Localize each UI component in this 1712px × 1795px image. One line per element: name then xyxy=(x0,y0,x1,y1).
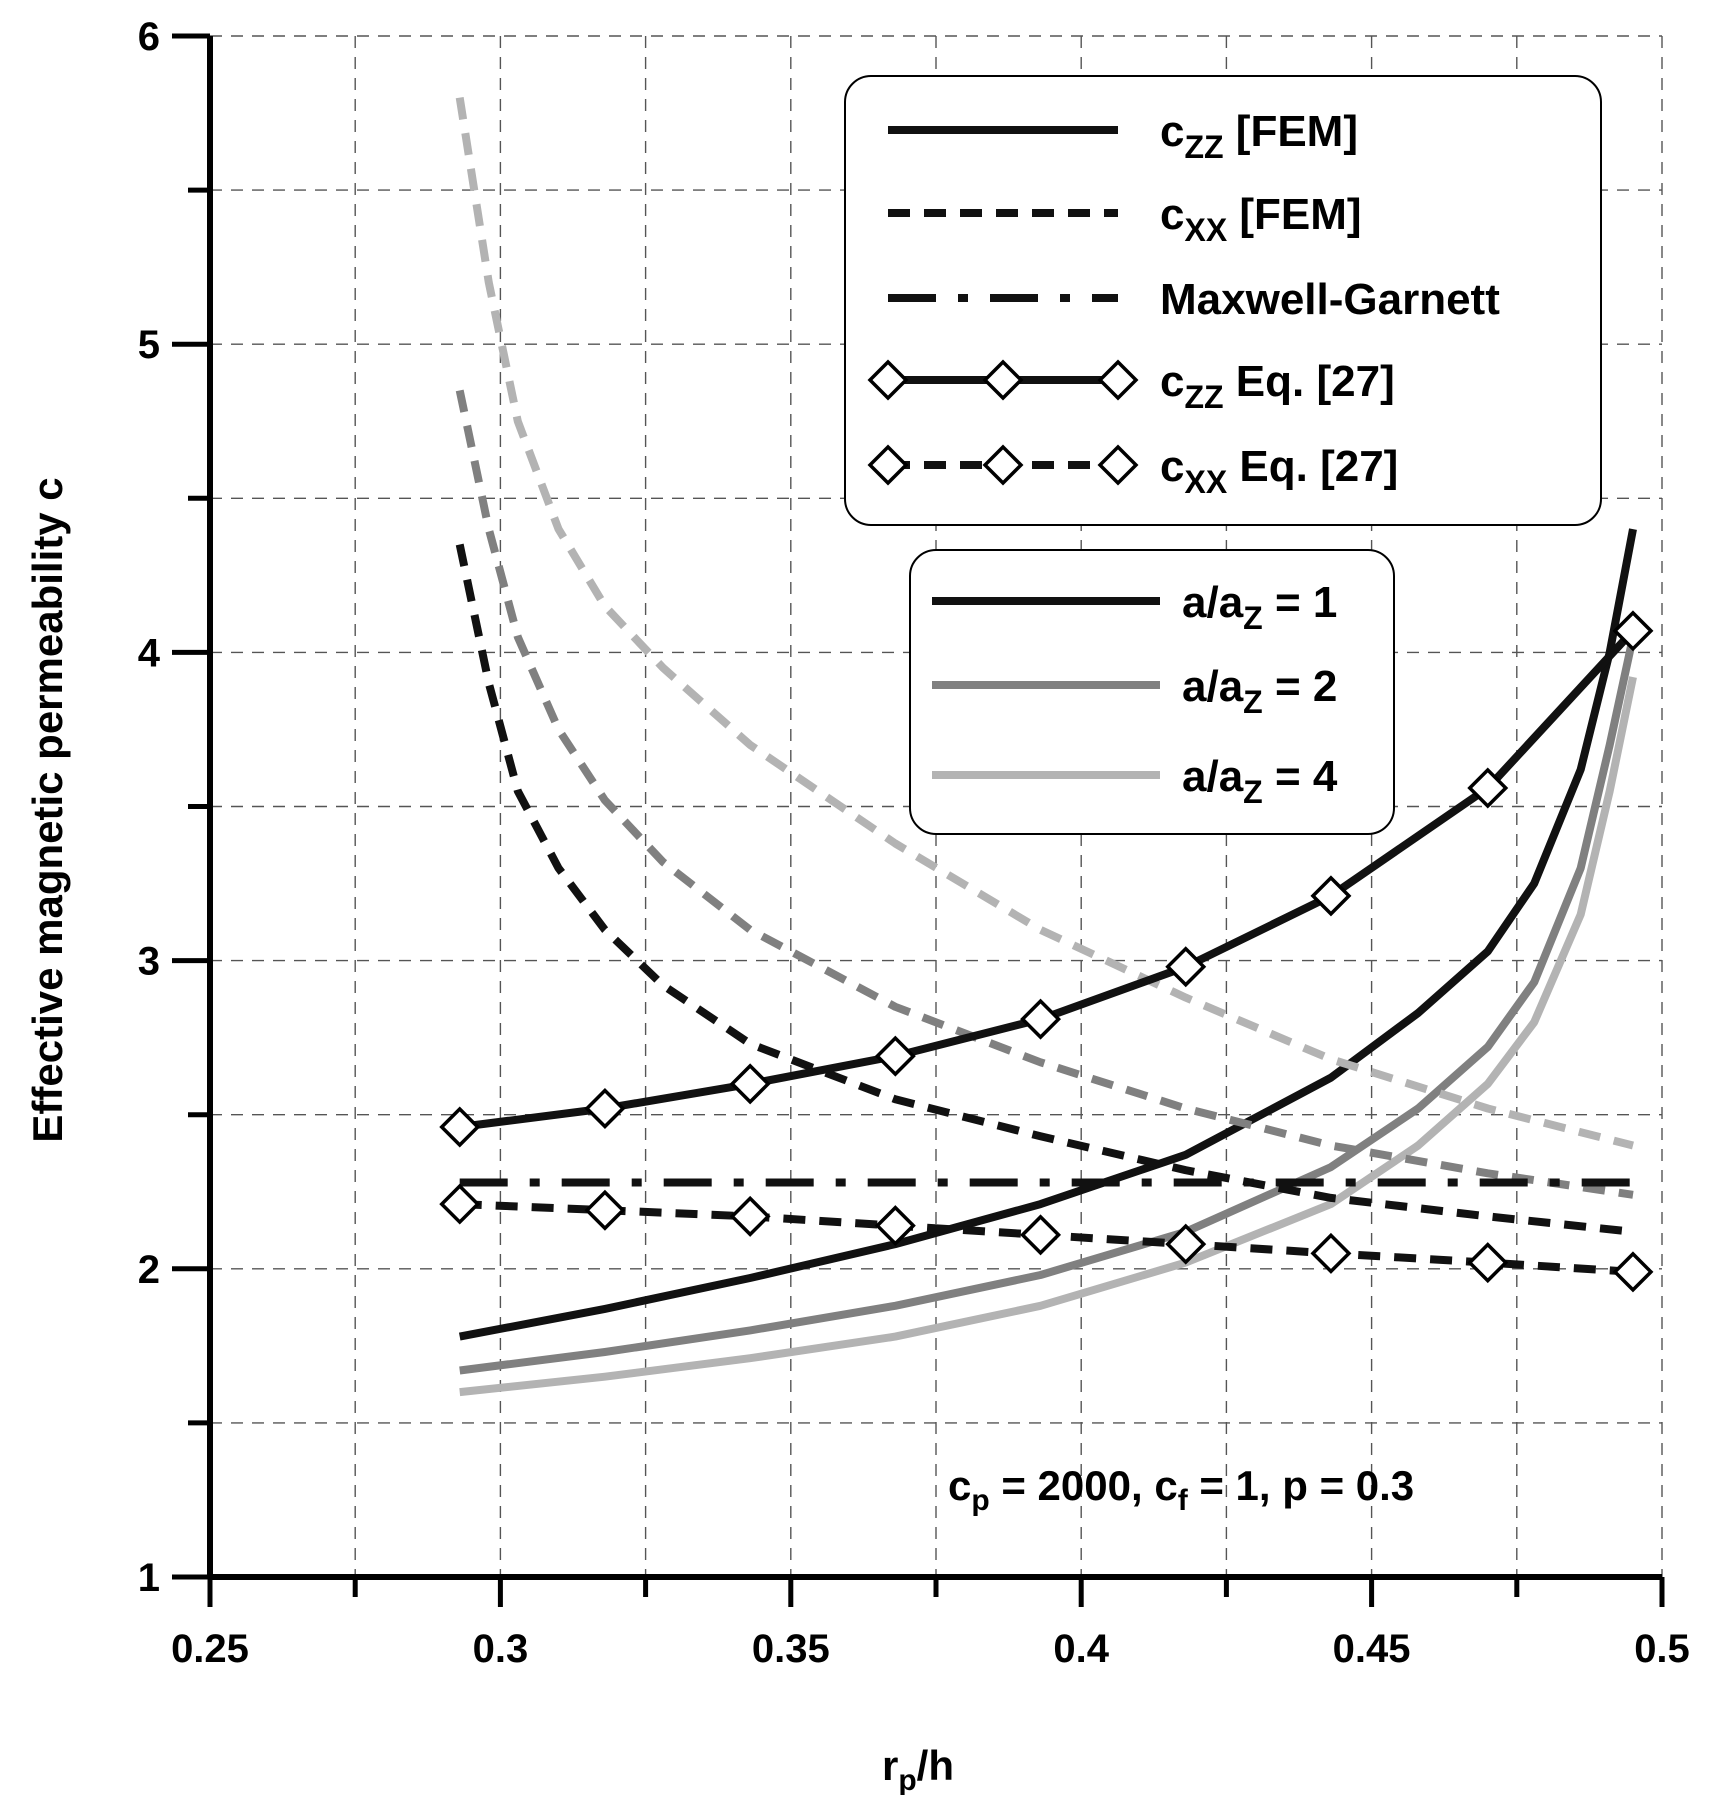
series-marker-8 xyxy=(1310,1232,1352,1274)
legend-entry-label: Maxwell-Garnett xyxy=(1160,275,1500,324)
y-tick-label: 6 xyxy=(138,15,160,59)
y-tick-label: 2 xyxy=(138,1248,160,1292)
legend-styles-box xyxy=(844,75,1602,526)
x-tick-label: 0.45 xyxy=(1333,1627,1411,1671)
legend-swatch-marker xyxy=(982,359,1024,401)
series-marker-7 xyxy=(584,1088,626,1130)
series-marker-7 xyxy=(1165,946,1207,988)
series-marker-8 xyxy=(1165,1223,1207,1265)
legend-swatch-marker xyxy=(1097,444,1139,486)
series-marker-8 xyxy=(584,1189,626,1231)
legend-swatch-marker xyxy=(867,444,909,486)
x-tick-label: 0.5 xyxy=(1634,1627,1690,1671)
series-marker-7 xyxy=(729,1063,771,1105)
x-tick-label: 0.3 xyxy=(473,1627,529,1671)
y-tick-label: 4 xyxy=(138,631,161,675)
legend-ratio-label: a/aZ = 2 xyxy=(1182,662,1337,720)
y-tick-label: 1 xyxy=(138,1556,160,1600)
series-marker-7 xyxy=(1612,610,1654,652)
series-marker-7 xyxy=(1020,998,1062,1040)
series-marker-7 xyxy=(1467,767,1509,809)
series-marker-8 xyxy=(1020,1214,1062,1256)
series-line-2 xyxy=(459,676,1637,1397)
series-marker-8 xyxy=(439,1183,481,1225)
legend-swatch-marker xyxy=(1097,359,1139,401)
axes: 0.25 0.3 0.35 0.4 0.45 0.5 1 2 3 4 5 6 xyxy=(138,15,1690,1671)
legend-ratio-label: a/aZ = 4 xyxy=(1182,752,1338,810)
x-tick-label: 0.25 xyxy=(171,1627,249,1671)
legend-entry-label: cXX Eq. [27] xyxy=(1160,442,1398,500)
x-tick-label: 0.35 xyxy=(752,1627,830,1671)
y-axis-title: Effective magnetic permeability c xyxy=(24,477,71,1142)
series-marker-7 xyxy=(439,1106,481,1148)
series-marker-8 xyxy=(1612,1251,1654,1293)
series-marker-7 xyxy=(874,1035,916,1077)
legend-swatch-marker xyxy=(982,444,1024,486)
legend-entry-label: cZZ Eq. [27] xyxy=(1160,357,1395,415)
series-line-0 xyxy=(458,528,1637,1341)
y-tick-label: 3 xyxy=(138,940,160,984)
series-line-5 xyxy=(455,96,1634,1150)
legend-swatch-marker xyxy=(867,359,909,401)
legend-ratio-label: a/aZ = 1 xyxy=(1182,578,1337,636)
legend-entry-label: cZZ [FEM] xyxy=(1160,107,1358,165)
x-tick-label: 0.4 xyxy=(1053,1627,1109,1671)
parameter-annotation: cp = 2000, cf = 1, p = 0.3 xyxy=(948,1462,1414,1517)
series-marker-8 xyxy=(1467,1242,1509,1284)
series-line-3 xyxy=(455,543,1634,1236)
series-line-4 xyxy=(455,389,1634,1199)
legends: cZZ [FEM] cXX [FEM] Maxwell-Garnett cZZ Eq.… xyxy=(844,75,1602,835)
y-tick-label: 5 xyxy=(138,323,160,367)
plot-series xyxy=(439,96,1654,1397)
legend-entry-label: cXX [FEM] xyxy=(1160,190,1362,248)
series-marker-8 xyxy=(874,1205,916,1247)
series-marker-8 xyxy=(729,1195,771,1237)
x-axis-title: rp/h xyxy=(882,1742,954,1795)
series-line-1 xyxy=(459,636,1637,1375)
legend-ratios-box xyxy=(909,549,1395,835)
series-marker-7 xyxy=(1310,875,1352,917)
